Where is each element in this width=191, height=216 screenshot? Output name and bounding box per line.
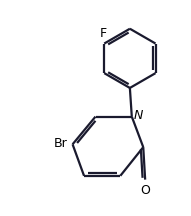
Text: N: N [134,109,143,122]
Text: O: O [141,184,151,197]
Text: Br: Br [54,137,68,150]
Text: F: F [100,27,107,40]
